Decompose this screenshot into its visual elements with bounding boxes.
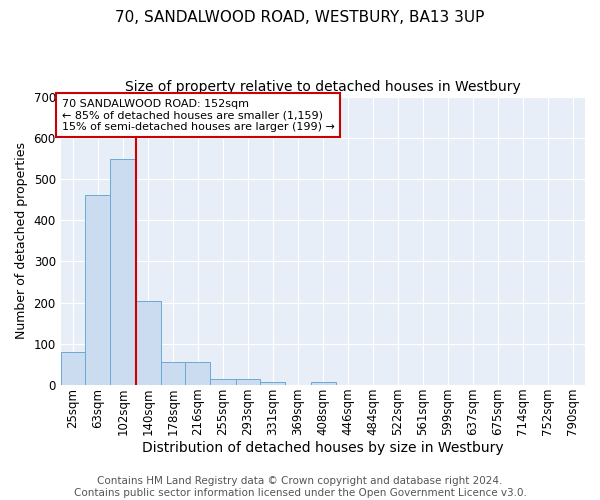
Bar	[61, 352, 85, 385]
Bar	[110, 159, 136, 385]
Bar	[136, 302, 161, 385]
Bar	[236, 379, 260, 385]
Bar	[185, 362, 210, 385]
Text: 70, SANDALWOOD ROAD, WESTBURY, BA13 3UP: 70, SANDALWOOD ROAD, WESTBURY, BA13 3UP	[115, 10, 485, 25]
Bar	[210, 379, 236, 385]
Bar	[260, 382, 285, 385]
Bar	[311, 382, 335, 385]
Text: 70 SANDALWOOD ROAD: 152sqm
← 85% of detached houses are smaller (1,159)
15% of s: 70 SANDALWOOD ROAD: 152sqm ← 85% of deta…	[62, 98, 335, 132]
Text: Contains HM Land Registry data © Crown copyright and database right 2024.
Contai: Contains HM Land Registry data © Crown c…	[74, 476, 526, 498]
Y-axis label: Number of detached properties: Number of detached properties	[15, 142, 28, 340]
Bar	[161, 362, 185, 385]
X-axis label: Distribution of detached houses by size in Westbury: Distribution of detached houses by size …	[142, 441, 503, 455]
Bar	[85, 196, 110, 385]
Title: Size of property relative to detached houses in Westbury: Size of property relative to detached ho…	[125, 80, 521, 94]
